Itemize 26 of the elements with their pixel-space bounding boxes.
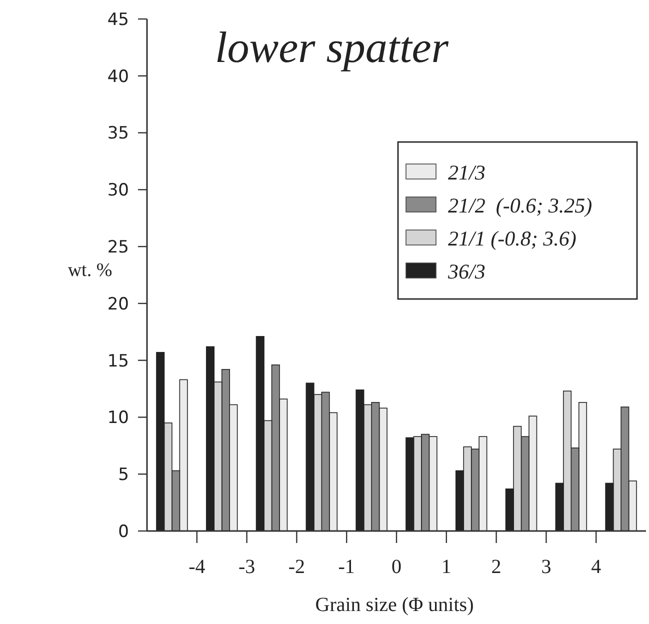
legend-label: 21/2 (-0.6; 3.25) [448, 193, 592, 218]
legend-label: 21/1 (-0.8; 3.6) [448, 226, 576, 250]
y-tick-label: 40 [107, 66, 129, 87]
legend-label: 21/3 [448, 160, 486, 184]
chart-title: lower spatter [215, 23, 450, 72]
legend-label: 36/3 [447, 259, 486, 284]
y-axis-title: wt. % [68, 260, 112, 281]
y-tick-label: 10 [107, 408, 129, 428]
y-tick-label: 45 [107, 10, 129, 30]
x-axis-title: Grain size (Φ units) [315, 594, 474, 616]
x-tick-label: -1 [338, 556, 355, 578]
x-tick-label: 3 [541, 556, 552, 578]
x-tick-label: 4 [591, 556, 602, 578]
x-tick-label: -3 [238, 556, 256, 578]
x-tick-label: 0 [392, 556, 402, 578]
y-tick-label: 20 [107, 294, 129, 314]
x-tick-label: -4 [188, 556, 206, 578]
x-tick-label: 1 [441, 556, 452, 578]
x-tick-label: -2 [288, 556, 306, 578]
y-tick-label: 30 [107, 180, 129, 201]
y-tick-label: 25 [107, 238, 129, 258]
y-tick-label: 35 [107, 124, 129, 144]
y-tick-label: 0 [118, 522, 129, 542]
y-tick-label: 15 [107, 351, 129, 372]
x-tick-label: 2 [491, 556, 502, 578]
y-tick-label: 5 [118, 465, 129, 486]
